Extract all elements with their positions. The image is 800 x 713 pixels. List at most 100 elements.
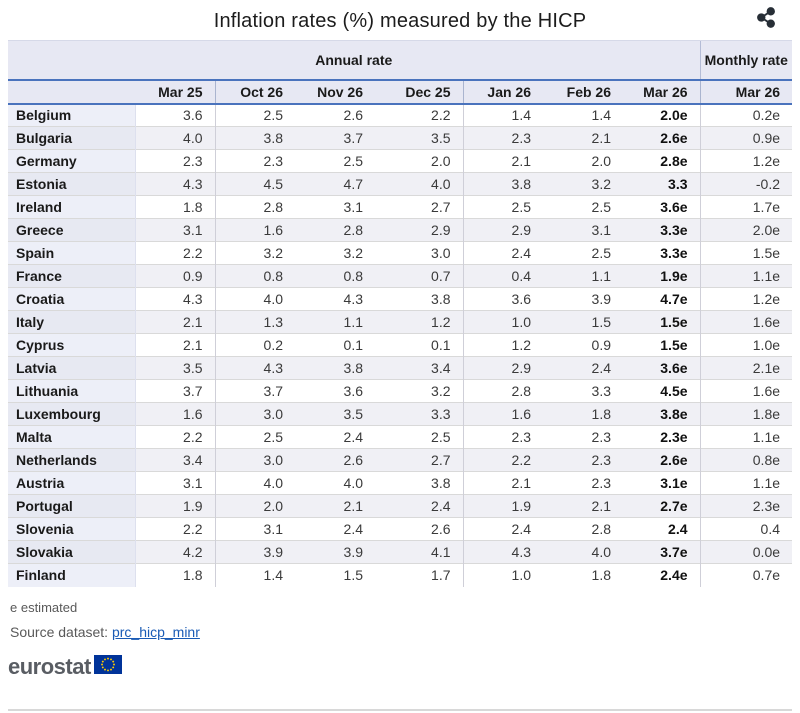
annual-rate-cell: 0.4 bbox=[462, 264, 543, 288]
country-cell: Luxembourg bbox=[8, 402, 135, 426]
annual-rate-cell: 2.4 bbox=[462, 241, 543, 265]
country-cell: Belgium bbox=[8, 103, 135, 127]
annual-rate-cell: 1.0 bbox=[462, 563, 543, 587]
column-header: Mar 25 bbox=[135, 79, 215, 105]
annual-rate-cell: 3.8e bbox=[623, 402, 701, 426]
monthly-rate-cell: 0.8e bbox=[699, 448, 793, 472]
annual-rate-cell: 2.4 bbox=[375, 494, 463, 518]
table-row: Latvia 3.5 4.3 3.8 3.4 2.9 2.4 3.6e 2.1e bbox=[8, 356, 793, 380]
annual-rate-cell: 4.0 bbox=[214, 287, 295, 311]
annual-rate-cell: 2.4 bbox=[295, 425, 375, 449]
annual-rate-cell: 4.1 bbox=[375, 540, 463, 564]
country-cell: France bbox=[8, 264, 135, 288]
column-header: Feb 26 bbox=[543, 79, 623, 105]
annual-rate-cell: 1.9 bbox=[134, 494, 215, 518]
country-cell: Netherlands bbox=[8, 448, 135, 472]
annual-rate-cell: 2.6 bbox=[375, 517, 463, 541]
annual-rate-cell: 4.3 bbox=[134, 287, 215, 311]
annual-rate-cell: 2.4 bbox=[462, 517, 543, 541]
annual-rate-cell: 1.2 bbox=[462, 333, 543, 357]
table-row: Estonia 4.3 4.5 4.7 4.0 3.8 3.2 3.3 -0.2 bbox=[8, 172, 793, 196]
annual-rate-cell: 4.0 bbox=[543, 540, 623, 564]
annual-rate-cell: 3.1 bbox=[134, 218, 215, 242]
annual-rate-cell: 1.4 bbox=[214, 563, 295, 587]
annual-rate-cell: 4.3 bbox=[214, 356, 295, 380]
annual-rate-cell: 4.0 bbox=[134, 126, 215, 150]
annual-rate-cell: 3.8 bbox=[375, 471, 463, 495]
annual-rate-cell: 2.5 bbox=[295, 149, 375, 173]
table-row: Cyprus 2.1 0.2 0.1 0.1 1.2 0.9 1.5e 1.0e bbox=[8, 333, 793, 357]
annual-rate-cell: 3.6e bbox=[623, 195, 701, 219]
monthly-rate-cell: 0.4 bbox=[699, 517, 793, 541]
annual-rate-cell: 4.0 bbox=[375, 172, 463, 196]
annual-rate-cell: 3.6 bbox=[295, 379, 375, 403]
annual-rate-cell: 3.1e bbox=[623, 471, 701, 495]
table-row: Netherlands 3.4 3.0 2.6 2.7 2.2 2.3 2.6e 0.8e bbox=[8, 448, 793, 472]
country-cell: Slovakia bbox=[8, 540, 135, 564]
annual-rate-cell: 3.3 bbox=[623, 172, 701, 196]
annual-rate-cell: 3.2 bbox=[543, 172, 623, 196]
column-header-monthly: Mar 26 bbox=[699, 79, 793, 105]
annual-rate-cell: 1.8 bbox=[134, 195, 215, 219]
annual-rate-cell: 2.5 bbox=[543, 195, 623, 219]
bottom-divider bbox=[8, 709, 792, 711]
eurostat-logo-text: eurostat bbox=[8, 653, 91, 679]
group-header-row: Annual rate Monthly rate bbox=[8, 40, 793, 81]
annual-rate-cell: 2.6e bbox=[623, 126, 701, 150]
table-row: Finland 1.8 1.4 1.5 1.7 1.0 1.8 2.4e 0.7e bbox=[8, 563, 793, 587]
annual-rate-cell: 2.3 bbox=[543, 425, 623, 449]
annual-rate-cell: 3.7 bbox=[214, 379, 295, 403]
annual-rate-cell: 3.4 bbox=[375, 356, 463, 380]
annual-rate-cell: 0.9 bbox=[543, 333, 623, 357]
annual-rate-cell: 2.4 bbox=[623, 517, 701, 541]
annual-rate-cell: 1.6 bbox=[134, 402, 215, 426]
monthly-rate-cell: 0.2e bbox=[699, 103, 793, 127]
annual-rate-cell: 1.5e bbox=[623, 310, 701, 334]
annual-rate-cell: 4.2 bbox=[134, 540, 215, 564]
annual-rate-cell: 0.8 bbox=[295, 264, 375, 288]
country-cell: Spain bbox=[8, 241, 135, 265]
table-row: Spain 2.2 3.2 3.2 3.0 2.4 2.5 3.3e 1.5e bbox=[8, 241, 793, 265]
annual-rate-cell: 2.6e bbox=[623, 448, 701, 472]
annual-rate-cell: 2.3 bbox=[214, 149, 295, 173]
annual-rate-cell: 3.0 bbox=[214, 402, 295, 426]
annual-rate-cell: 1.1 bbox=[543, 264, 623, 288]
country-cell: Austria bbox=[8, 471, 135, 495]
monthly-rate-cell: 0.0e bbox=[699, 540, 793, 564]
table-row: Greece 3.1 1.6 2.8 2.9 2.9 3.1 3.3e 2.0e bbox=[8, 218, 793, 242]
annual-rate-cell: 3.9 bbox=[214, 540, 295, 564]
table-row: Slovakia 4.2 3.9 3.9 4.1 4.3 4.0 3.7e 0.0e bbox=[8, 540, 793, 564]
annual-rate-cell: 2.8 bbox=[214, 195, 295, 219]
country-cell: Finland bbox=[8, 563, 135, 587]
annual-rate-cell: 2.8 bbox=[543, 517, 623, 541]
annual-rate-cell: 3.9 bbox=[543, 287, 623, 311]
table-row: Bulgaria 4.0 3.8 3.7 3.5 2.3 2.1 2.6e 0.9e bbox=[8, 126, 793, 150]
estimated-note: e estimated bbox=[10, 599, 78, 615]
table-row: Croatia 4.3 4.0 4.3 3.8 3.6 3.9 4.7e 1.2e bbox=[8, 287, 793, 311]
annual-rate-cell: 2.4 bbox=[543, 356, 623, 380]
country-cell: Estonia bbox=[8, 172, 135, 196]
annual-rate-header: Annual rate bbox=[8, 40, 701, 81]
annual-rate-cell: 2.2 bbox=[134, 517, 215, 541]
eurostat-logo: eurostat bbox=[8, 654, 792, 680]
annual-rate-cell: 2.4e bbox=[623, 563, 701, 587]
annual-rate-cell: 2.4 bbox=[295, 517, 375, 541]
country-cell: Cyprus bbox=[8, 333, 135, 357]
annual-rate-cell: 2.1 bbox=[134, 333, 215, 357]
country-cell: Latvia bbox=[8, 356, 135, 380]
month-header-row: Mar 25 Oct 26 Nov 26 Dec 25 Jan 26 Feb 2… bbox=[8, 79, 793, 105]
source-dataset-link[interactable]: prc_hicp_minr bbox=[111, 623, 200, 640]
annual-rate-cell: 3.3 bbox=[375, 402, 463, 426]
monthly-rate-cell: 0.7e bbox=[699, 563, 793, 587]
monthly-rate-cell: -0.2 bbox=[699, 172, 793, 196]
annual-rate-cell: 0.1 bbox=[375, 333, 463, 357]
annual-rate-cell: 2.7 bbox=[375, 448, 463, 472]
annual-rate-cell: 4.5e bbox=[623, 379, 701, 403]
inflation-table: Annual rate Monthly rate Mar 25 Oct 26 N… bbox=[8, 40, 793, 587]
monthly-rate-cell: 2.1e bbox=[699, 356, 793, 380]
annual-rate-cell: 3.5 bbox=[134, 356, 215, 380]
annual-rate-cell: 1.8 bbox=[543, 563, 623, 587]
share-button[interactable] bbox=[754, 7, 778, 32]
annual-rate-cell: 4.3 bbox=[462, 540, 543, 564]
annual-rate-cell: 2.9 bbox=[462, 218, 543, 242]
